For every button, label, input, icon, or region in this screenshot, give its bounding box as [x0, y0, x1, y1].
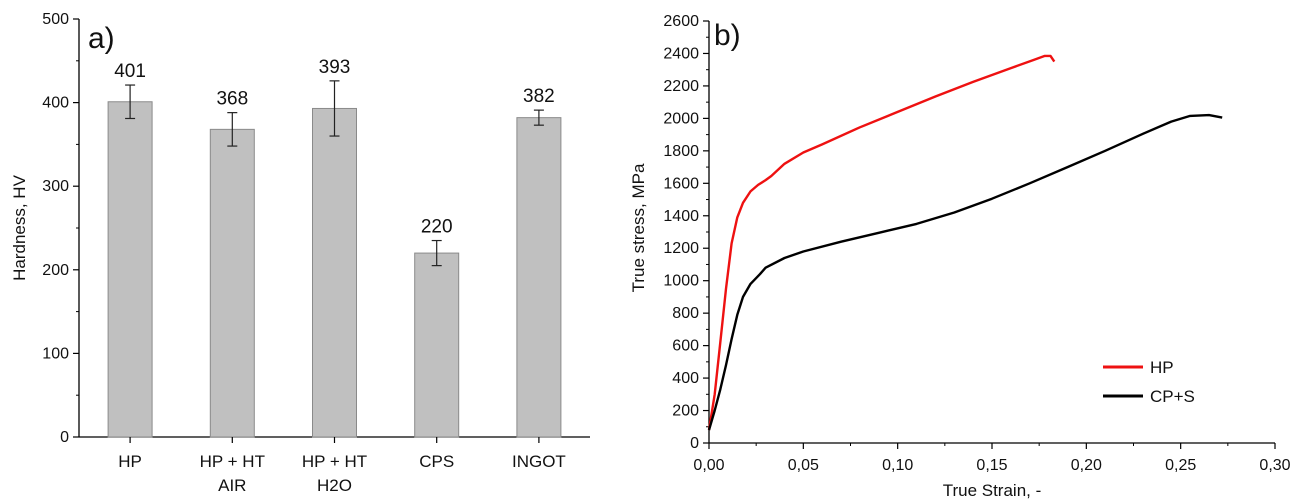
- bar: [107, 101, 153, 438]
- bar: [312, 107, 357, 438]
- category-label-line2: AIR: [218, 476, 246, 495]
- category-label: INGOT: [512, 452, 566, 471]
- y-tick-label: 1600: [663, 175, 699, 192]
- y-tick-label: 1200: [663, 240, 699, 257]
- y-tick-label: 500: [42, 11, 69, 28]
- bar: [414, 252, 460, 438]
- legend-label-cps: CP+S: [1150, 387, 1195, 406]
- legend-label-hp: HP: [1150, 358, 1174, 377]
- x-axis-title-b: True Strain, -: [943, 481, 1042, 499]
- x-tick-label: 0,10: [882, 457, 913, 474]
- y-tick-label: 2000: [663, 110, 699, 127]
- y-axis-title-b: True stress, MPa: [629, 163, 648, 292]
- y-tick-label: 1800: [663, 143, 699, 160]
- y-tick-label: 200: [42, 262, 69, 279]
- bar-value-label: 382: [523, 86, 555, 107]
- y-tick-label: 100: [42, 345, 69, 362]
- y-tick-label: 0: [60, 429, 69, 446]
- y-tick-label: 2600: [663, 13, 699, 30]
- y-axis-title: Hardness, HV: [10, 174, 29, 280]
- y-tick-label: 2200: [663, 78, 699, 95]
- bar-value-label: 393: [319, 57, 351, 78]
- series-line-hp: [707, 54, 1056, 431]
- category-label: CPS: [419, 452, 454, 471]
- x-tick-label: 0,25: [1165, 457, 1196, 474]
- y-tick-label: 400: [672, 370, 699, 387]
- bar: [209, 128, 255, 438]
- x-tick-label: 0,05: [788, 457, 819, 474]
- y-tick-label: 1400: [663, 208, 699, 225]
- x-tick-label: 0,30: [1259, 457, 1290, 474]
- panel-label-b: b): [714, 19, 741, 52]
- bar-value-label: 401: [114, 61, 146, 82]
- category-label: HP + HT: [302, 452, 367, 471]
- category-label-line2: H2O: [317, 476, 352, 495]
- x-tick-label: 0,00: [693, 457, 724, 474]
- y-tick-label: 300: [42, 178, 69, 195]
- y-tick-label: 2400: [663, 45, 699, 62]
- bar-value-label: 220: [421, 217, 453, 238]
- y-tick-label: 800: [672, 305, 699, 322]
- bar: [516, 117, 562, 438]
- y-tick-label: 200: [672, 403, 699, 420]
- panel-label-a: a): [88, 22, 115, 55]
- category-label: HP: [118, 452, 142, 471]
- y-tick-label: 0: [690, 435, 699, 452]
- bar-value-label: 368: [216, 89, 248, 110]
- category-label: HP + HT: [200, 452, 265, 471]
- y-tick-label: 600: [672, 338, 699, 355]
- series-line-cp-s: [707, 113, 1223, 431]
- y-tick-label: 1000: [663, 273, 699, 290]
- hardness-bar-chart: a) Hardness, HV 0 100 200 300 400 500 401 HP 368…: [10, 11, 590, 495]
- x-tick-label: 0,20: [1071, 457, 1102, 474]
- x-tick-label: 0,15: [976, 457, 1007, 474]
- y-tick-label: 400: [42, 95, 69, 112]
